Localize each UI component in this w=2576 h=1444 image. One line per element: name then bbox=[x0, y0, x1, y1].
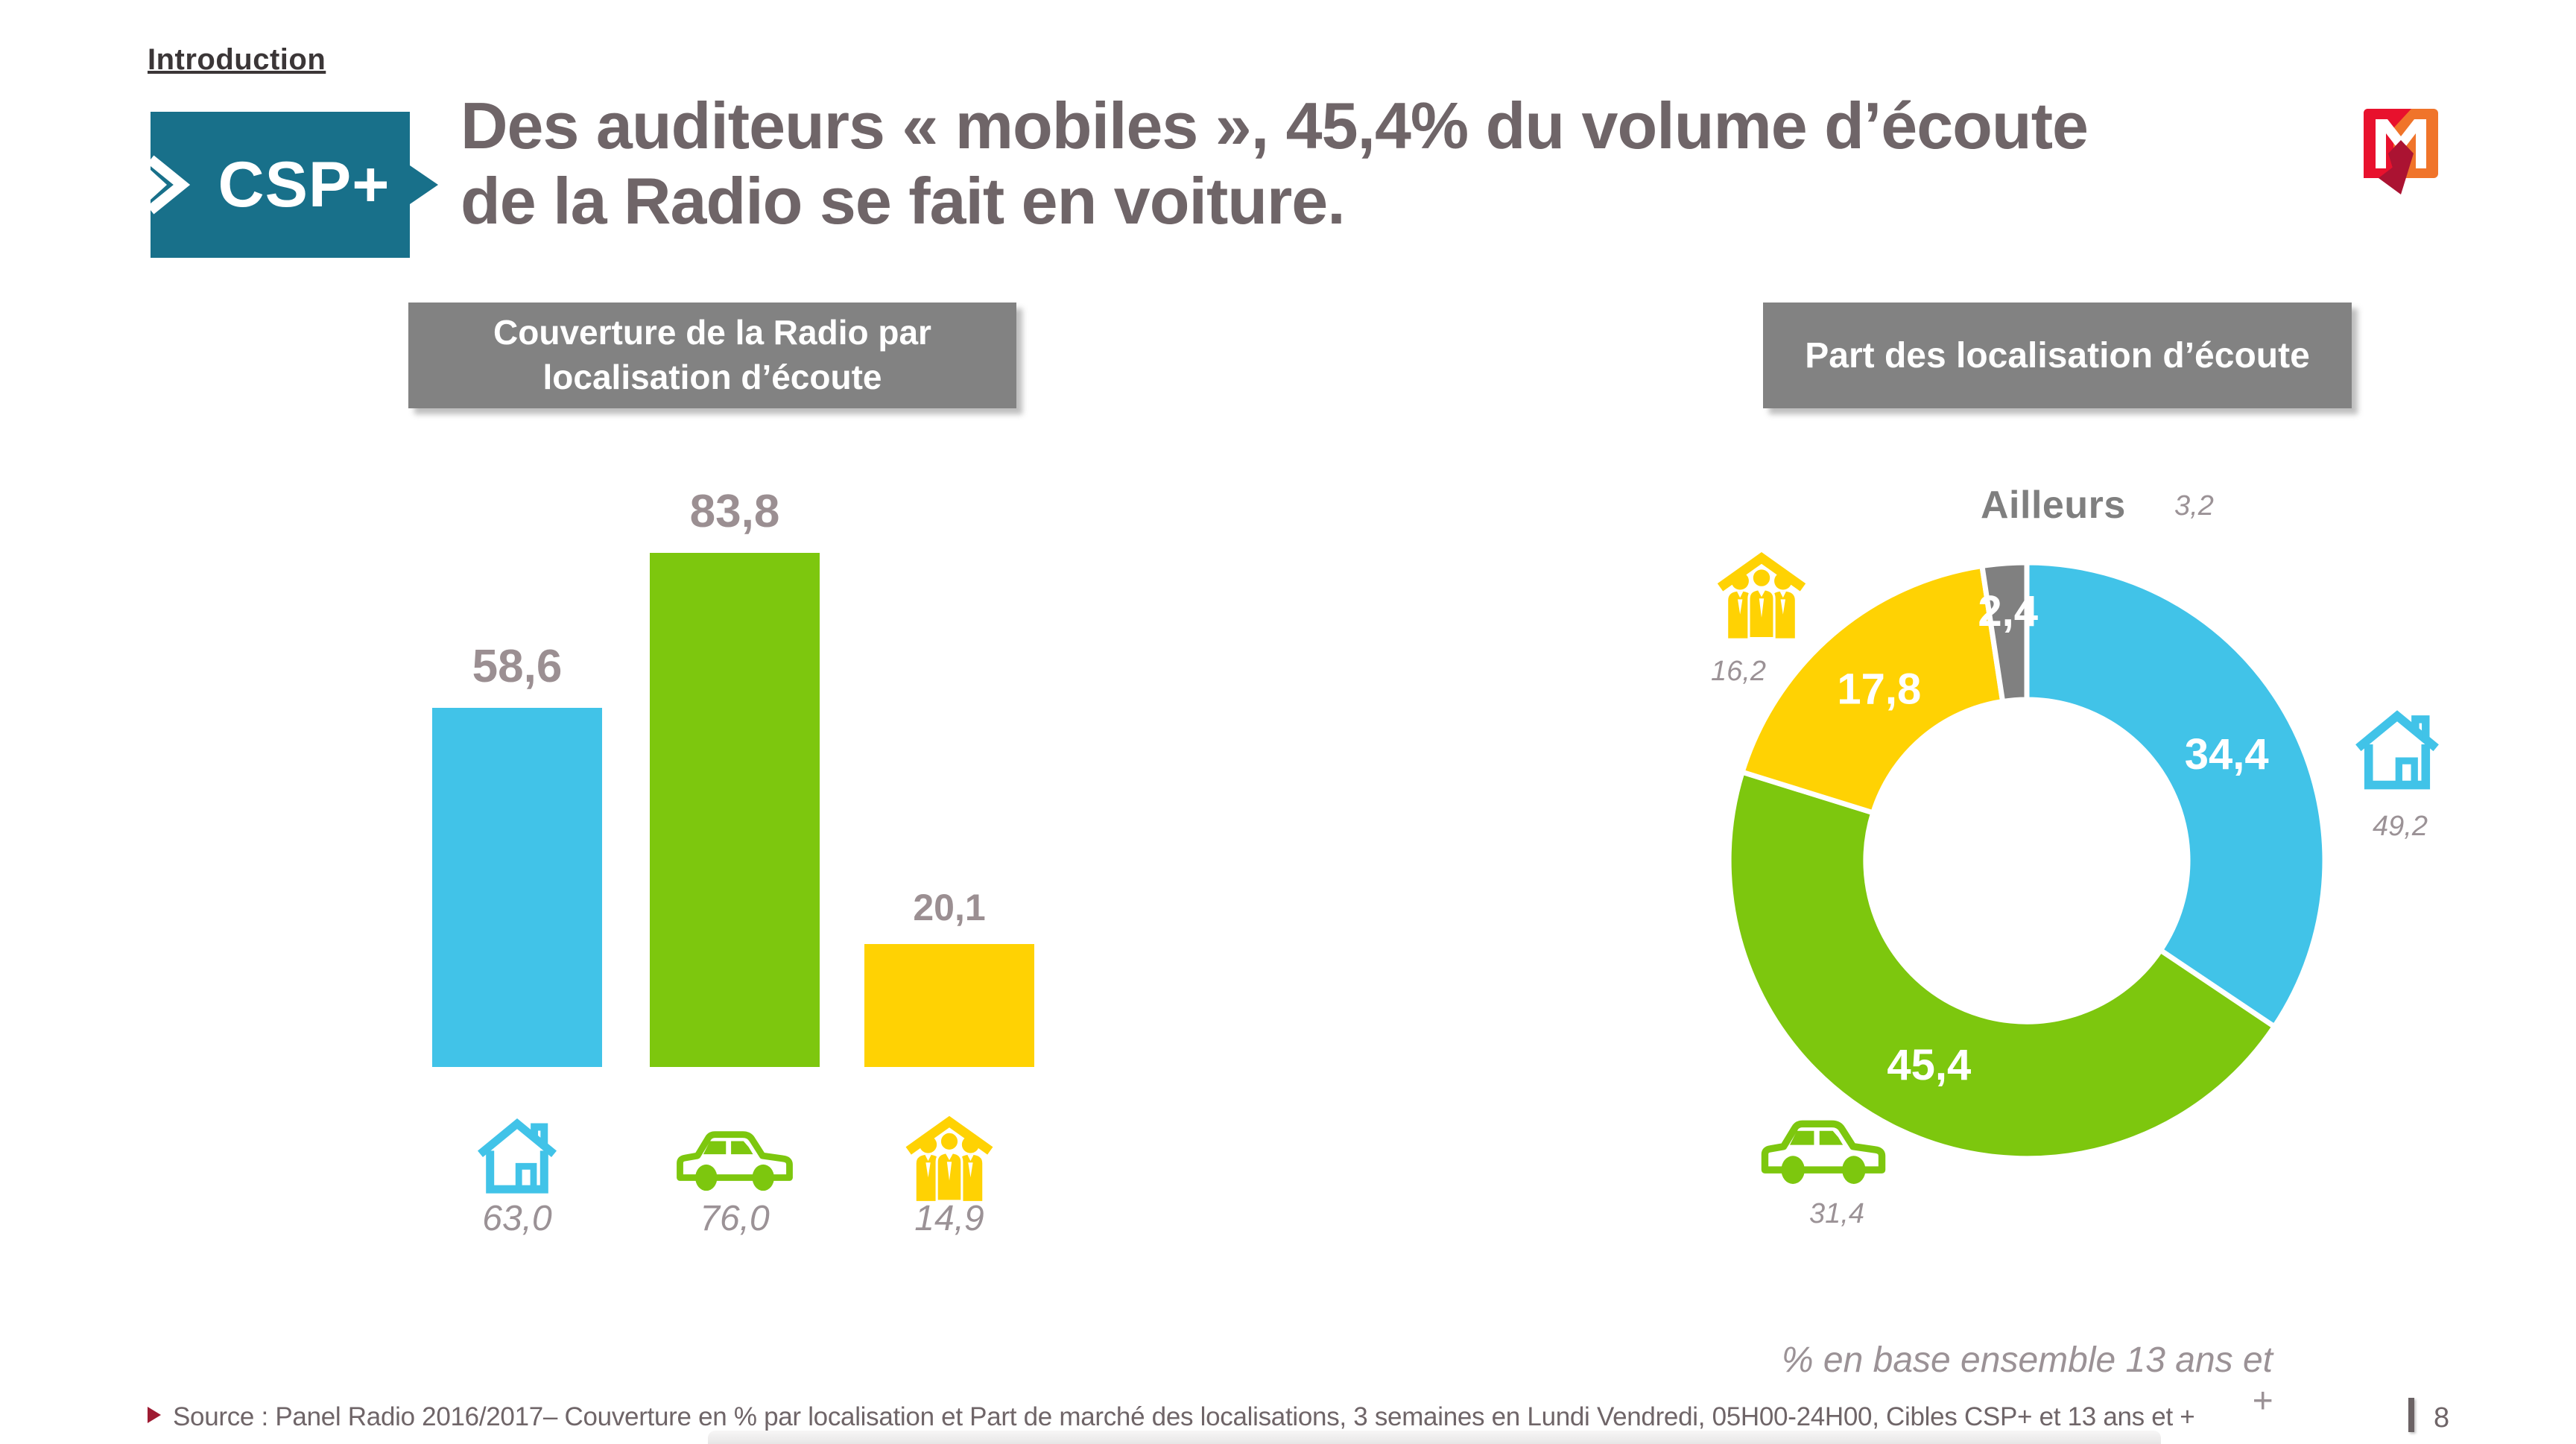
donut-svg: 34,4 45,4 17,8 2,4 bbox=[1726, 560, 2328, 1162]
footer: Source : Panel Radio 2016/2017– Couvertu… bbox=[148, 1402, 2195, 1432]
svg-text:2,4: 2,4 bbox=[1978, 587, 2038, 636]
donut-chart: 34,4 45,4 17,8 2,4 bbox=[1706, 540, 2347, 1181]
bar-column-people: 20,1 bbox=[864, 886, 1034, 1067]
bar-house bbox=[432, 708, 602, 1067]
bar-chart-title-line1: Couverture de la Radio par bbox=[493, 313, 931, 352]
people-icon bbox=[902, 1115, 997, 1203]
svg-text:17,8: 17,8 bbox=[1837, 665, 1921, 714]
ailleurs-callout-label: Ailleurs bbox=[1981, 484, 2126, 527]
bar-column-car: 83,8 bbox=[650, 485, 820, 1067]
bar-people bbox=[864, 944, 1034, 1067]
svg-text:45,4: 45,4 bbox=[1887, 1041, 1971, 1089]
bottom-edge-band bbox=[708, 1431, 2161, 1444]
bar-secondary-value: 76,0 bbox=[700, 1199, 770, 1238]
bar-chart-title: Couverture de la Radio par localisation … bbox=[408, 303, 1016, 408]
bar-column-house: 58,6 bbox=[432, 640, 602, 1067]
banner-ribbon-shape bbox=[148, 112, 438, 258]
house-icon bbox=[474, 1115, 560, 1197]
bar-chart-title-line2: localisation d’écoute bbox=[542, 358, 882, 396]
page-number-divider bbox=[2408, 1398, 2414, 1432]
bar-car bbox=[650, 553, 820, 1067]
page-number: 8 bbox=[2434, 1402, 2450, 1434]
svg-text:34,4: 34,4 bbox=[2185, 730, 2269, 779]
base-note: % en base ensemble 13 ans et + bbox=[1781, 1340, 2273, 1421]
audience-tag-banner: CSP+ bbox=[148, 112, 440, 258]
audience-tag-label: CSP+ bbox=[218, 148, 390, 221]
page-title: Des auditeurs « mobiles », 45,4% du volu… bbox=[461, 88, 2323, 238]
footer-bullet-icon bbox=[148, 1407, 161, 1423]
source-note: Source : Panel Radio 2016/2017– Couvertu… bbox=[173, 1402, 2195, 1431]
donut-chart-title: Part des localisation d’écoute bbox=[1763, 303, 2352, 408]
bar-value-label: 20,1 bbox=[913, 887, 986, 928]
people-icon bbox=[1714, 550, 1809, 641]
outside-value-people: 16,2 bbox=[1711, 656, 1766, 687]
car-icon bbox=[672, 1124, 797, 1197]
page-title-line1: Des auditeurs « mobiles », 45,4% du volu… bbox=[461, 89, 2089, 162]
bar-value-label: 83,8 bbox=[689, 486, 780, 537]
bar-value-label: 58,6 bbox=[472, 641, 563, 692]
house-icon bbox=[2353, 706, 2441, 793]
donut-chart-title-text: Part des localisation d’écoute bbox=[1805, 335, 2310, 376]
mediametrie-logo-icon bbox=[2364, 109, 2438, 197]
bar-secondary-value: 63,0 bbox=[482, 1199, 552, 1238]
outside-value-car: 31,4 bbox=[1809, 1198, 1864, 1229]
car-icon bbox=[1757, 1112, 1890, 1191]
outside-value-house: 49,2 bbox=[2373, 811, 2428, 842]
bar-secondary-value: 14,9 bbox=[914, 1199, 984, 1238]
page-title-line2: de la Radio se fait en voiture. bbox=[461, 164, 1346, 238]
outside-value-ailleurs: 3,2 bbox=[2174, 490, 2214, 522]
section-heading: Introduction bbox=[148, 43, 326, 76]
